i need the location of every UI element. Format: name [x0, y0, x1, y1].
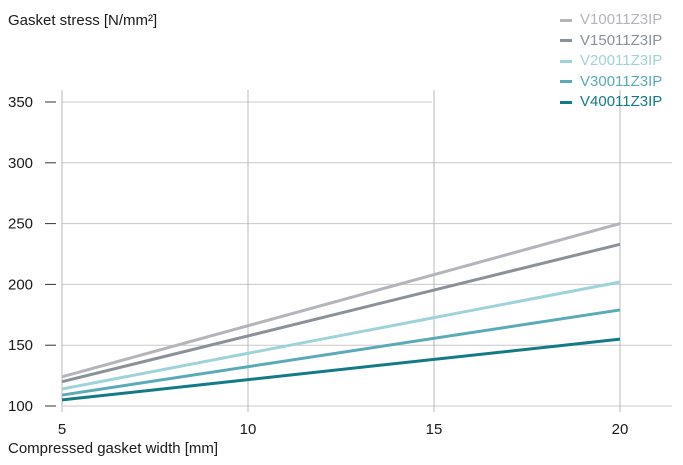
- y-tick-label-250: 250: [8, 216, 33, 233]
- series-line-V40011Z3IP: [61, 337, 621, 402]
- x-tick-label-15: 15: [426, 421, 443, 438]
- x-axis-ticks: 5 10 15 20: [58, 421, 629, 438]
- y-tick-label-350: 350: [8, 94, 33, 111]
- series-line-V10011Z3IP: [61, 222, 621, 379]
- legend-label: V20011Z3IP: [580, 52, 663, 69]
- legend-item-V20011Z3IP: V20011Z3IP: [560, 51, 662, 72]
- x-axis-label: Compressed gasket width [mm]: [8, 440, 219, 457]
- y-tick-label-100: 100: [8, 398, 33, 415]
- y-axis-label: Gasket stress [N/mm²]: [8, 12, 158, 29]
- legend-label: V15011Z3IP: [580, 31, 663, 49]
- legend-swatch: [560, 100, 572, 104]
- legend-item-V30011Z3IP: V30011Z3IP: [560, 72, 662, 93]
- legend-label: V30011Z3IP: [580, 72, 663, 90]
- legend-item-V10011Z3IP: V10011Z3IP: [560, 10, 662, 31]
- y-tick-label-200: 200: [8, 276, 33, 293]
- legend-swatch: [560, 80, 572, 84]
- legend-swatch: [560, 39, 572, 43]
- x-tick-label-20: 20: [612, 421, 629, 438]
- series-lines: [61, 222, 621, 402]
- legend: V10011Z3IP V15011Z3IP V20011Z3IP V30011Z3IP…: [560, 10, 662, 113]
- legend-label: V10011Z3IP: [580, 11, 663, 28]
- grid: [61, 90, 672, 412]
- series-line-V30011Z3IP: [61, 308, 621, 397]
- y-tick-label-150: 150: [8, 337, 33, 354]
- legend-item-V40011Z3IP: V40011Z3IP: [560, 92, 662, 113]
- legend-item-V15011Z3IP: V15011Z3IP: [560, 31, 662, 52]
- y-axis-ticks: 100 150 200 250 300 350: [8, 94, 56, 415]
- series-line-V15011Z3IP: [61, 242, 621, 384]
- legend-swatch: [560, 18, 572, 22]
- series-line-V20011Z3IP: [61, 280, 621, 391]
- x-tick-label-5: 5: [58, 421, 66, 438]
- legend-swatch: [560, 59, 572, 63]
- y-tick-label-300: 300: [8, 155, 33, 172]
- legend-label: V40011Z3IP: [580, 93, 663, 110]
- x-tick-label-10: 10: [240, 421, 257, 438]
